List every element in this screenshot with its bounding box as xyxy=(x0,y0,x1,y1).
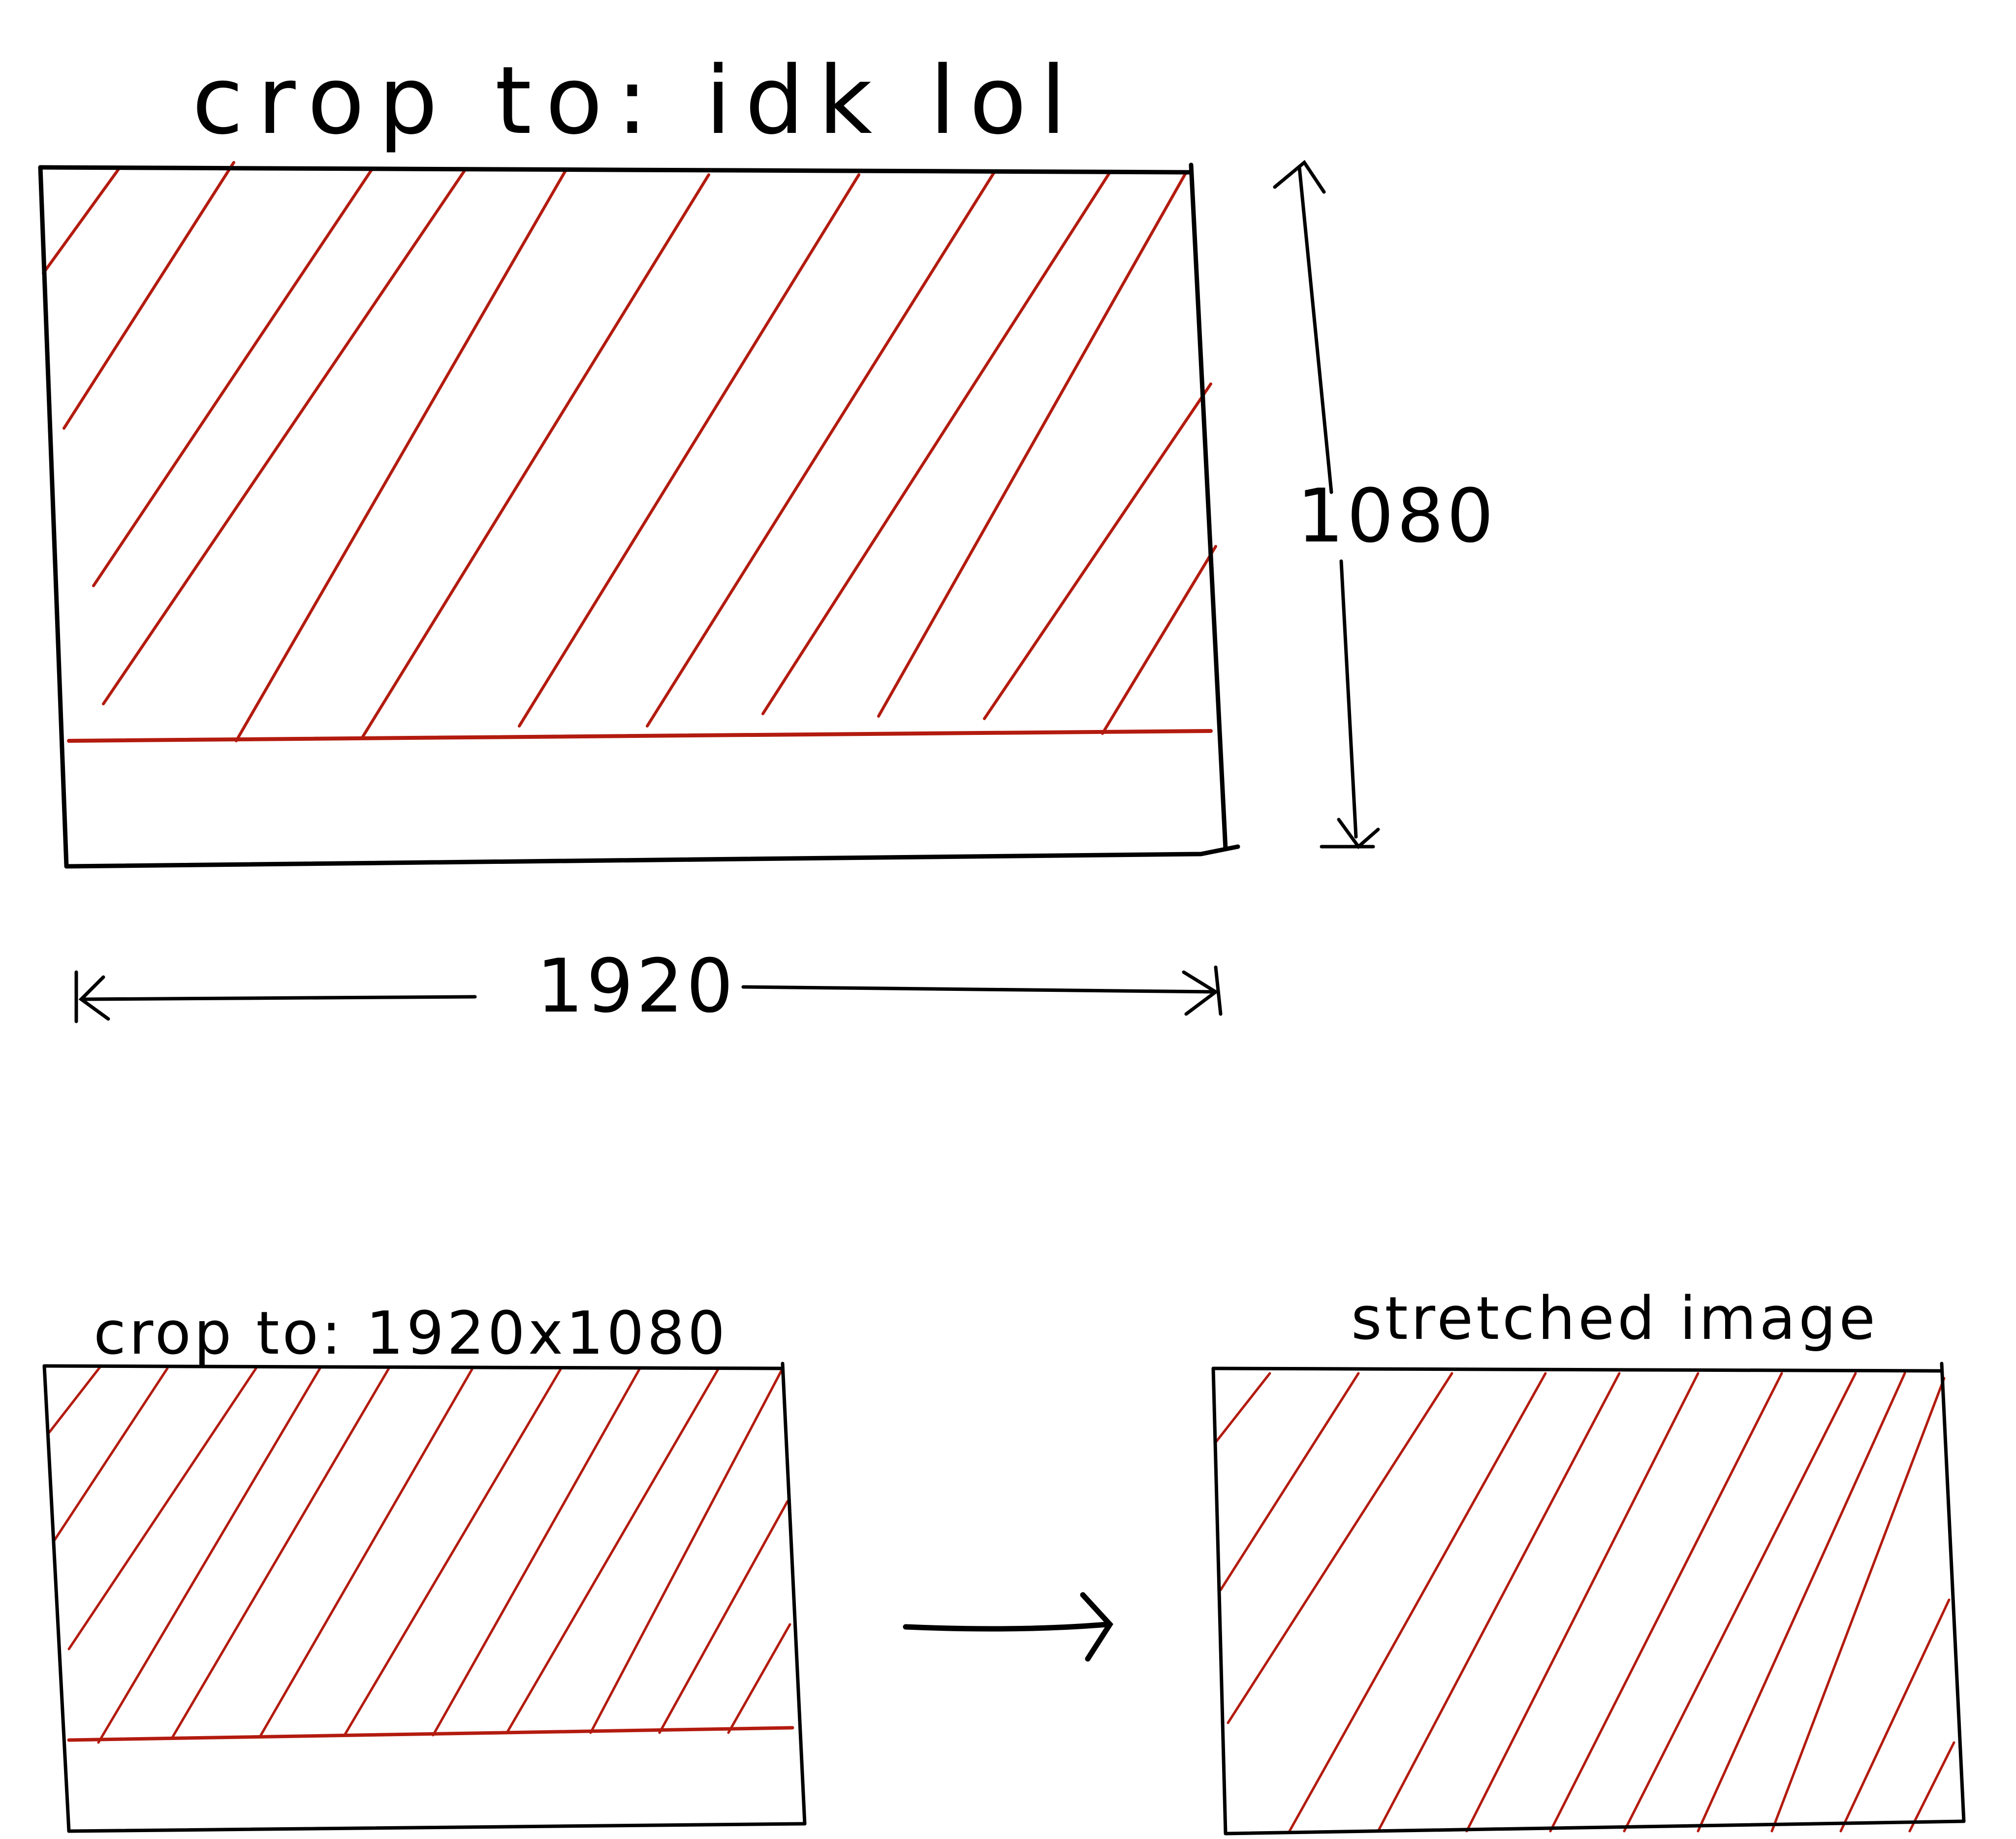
bottom-left-hatching xyxy=(48,1364,794,1744)
top-sketch-label: crop to: idk lol xyxy=(192,46,1080,155)
height-label: 1080 xyxy=(1297,474,1497,559)
height-dimension-arrow xyxy=(1273,159,1380,850)
bottom-right-hatching xyxy=(1214,1372,1955,1833)
width-dimension-arrow xyxy=(74,965,1223,1023)
bottom-left-frame xyxy=(42,1362,807,1833)
bottom-left-sketch: crop to: 1920x1080 xyxy=(42,1300,807,1833)
bottom-right-label: stretched image xyxy=(1351,1285,1878,1353)
top-hatching xyxy=(42,161,1217,743)
top-sketch: crop to: idk lol xyxy=(38,46,1497,1029)
right-arrow-icon xyxy=(903,1592,1113,1662)
bottom-left-label: crop to: 1920x1080 xyxy=(94,1300,728,1368)
bottom-right-frame xyxy=(1211,1362,1966,1836)
top-frame xyxy=(38,162,1240,869)
width-label: 1920 xyxy=(536,944,736,1029)
bottom-right-sketch: stretched image xyxy=(1211,1285,1966,1836)
